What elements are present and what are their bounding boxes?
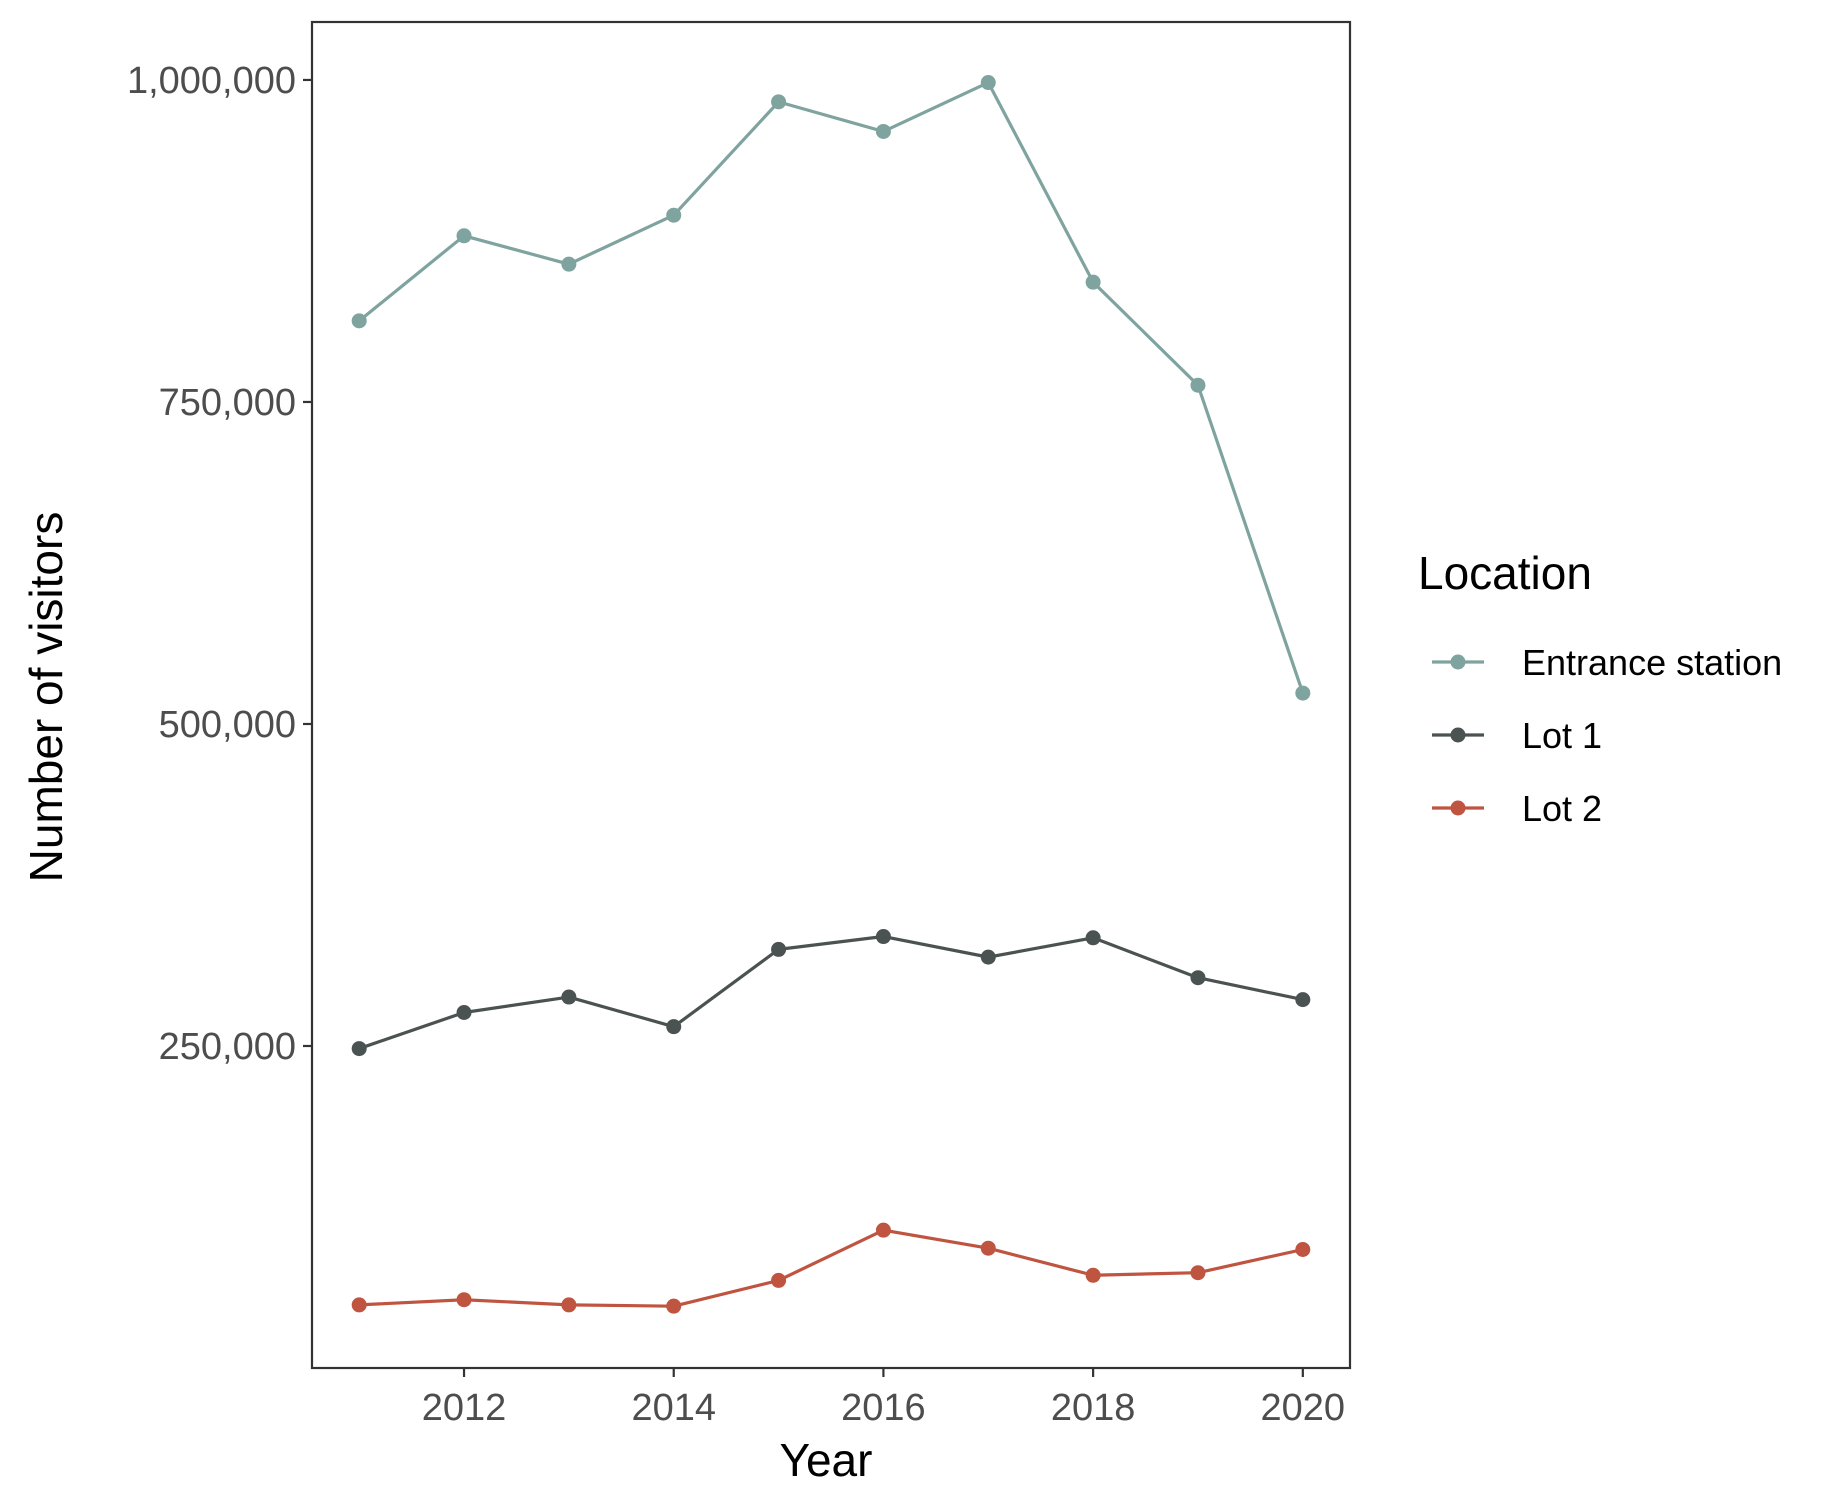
data-point-lot-1 — [771, 941, 787, 957]
panel-border — [310, 20, 1352, 1370]
data-point-entrance-station — [771, 94, 787, 110]
data-point-lot-2 — [980, 1240, 996, 1256]
data-point-lot-1 — [561, 989, 577, 1005]
legend-key-point-lot-2 — [1450, 800, 1466, 816]
data-point-lot-2 — [456, 1292, 472, 1308]
axes: 250,000 500,000 750,000 1,000,000 2012 2014 20… — [127, 20, 1352, 1429]
y-tick-label: 1,000,000 — [127, 60, 296, 102]
data-point-lot-1 — [1190, 970, 1206, 986]
plot-area — [351, 75, 1311, 1314]
legend-label-lot-2: Lot 2 — [1522, 788, 1602, 829]
data-point-entrance-station — [980, 75, 996, 91]
x-axis-title: Year — [780, 1434, 873, 1486]
data-point-lot-1 — [1085, 930, 1101, 946]
data-point-lot-2 — [666, 1298, 682, 1314]
legend-key-point-lot-1 — [1450, 727, 1466, 743]
x-tick-label: 2014 — [631, 1387, 716, 1429]
legend: Location Entrance station Lot 1 Lot 2 — [1418, 547, 1782, 829]
x-tick-label: 2016 — [841, 1387, 926, 1429]
data-point-lot-2 — [875, 1222, 891, 1238]
legend-label-entrance-station: Entrance station — [1522, 642, 1782, 683]
series-line-entrance-station — [358, 80, 1305, 694]
data-point-entrance-station — [351, 313, 367, 329]
data-point-entrance-station — [561, 256, 577, 272]
y-tick-label: 250,000 — [159, 1026, 296, 1068]
data-point-entrance-station — [456, 228, 472, 244]
data-point-lot-2 — [351, 1297, 367, 1313]
series-line-lot-2 — [359, 1228, 1304, 1308]
data-point-lot-2 — [1295, 1242, 1311, 1257]
data-point-entrance-station — [666, 207, 682, 223]
data-point-entrance-station — [1295, 685, 1311, 701]
x-tick-label: 2012 — [422, 1387, 507, 1429]
legend-label-lot-1: Lot 1 — [1522, 715, 1602, 756]
data-point-lot-2 — [1085, 1267, 1101, 1283]
legend-title: Location — [1418, 547, 1592, 599]
data-point-lot-1 — [351, 1041, 367, 1057]
y-tick-label: 750,000 — [159, 382, 296, 424]
x-tick-label: 2018 — [1051, 1387, 1136, 1429]
data-point-entrance-station — [1085, 274, 1101, 290]
data-point-lot-1 — [456, 1005, 472, 1020]
data-point-lot-1 — [666, 1019, 682, 1035]
legend-key-point-entrance-station — [1450, 654, 1466, 670]
data-point-lot-1 — [875, 929, 891, 945]
x-tick-label: 2020 — [1261, 1387, 1346, 1429]
data-point-entrance-station — [875, 123, 891, 139]
data-point-entrance-station — [1190, 377, 1206, 393]
data-point-lot-2 — [1190, 1265, 1206, 1281]
data-point-lot-1 — [1295, 992, 1311, 1008]
y-tick-label: 500,000 — [159, 704, 296, 746]
data-point-lot-1 — [980, 949, 996, 965]
data-point-lot-2 — [561, 1297, 577, 1313]
y-axis-title: Number of visitors — [20, 512, 72, 883]
data-point-lot-2 — [771, 1272, 787, 1288]
series-line-lot-1 — [358, 934, 1304, 1051]
